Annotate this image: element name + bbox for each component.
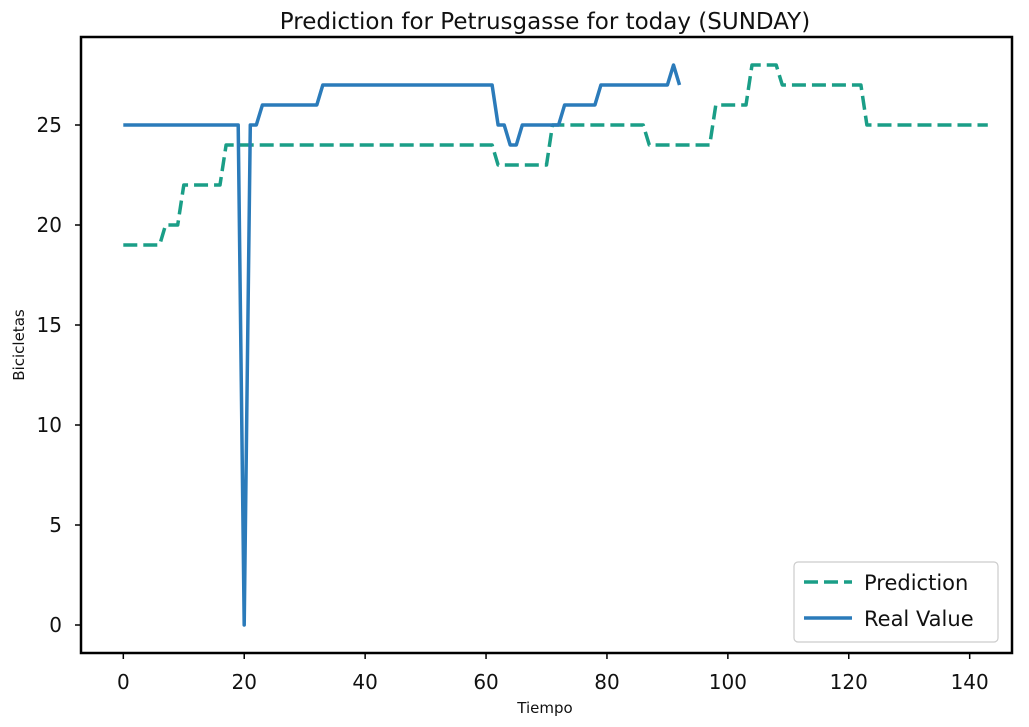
x-tick-label: 140 [951,670,989,694]
legend-label: Real Value [864,607,974,631]
axis-ticks: 0 20 40 60 80 100 120 140 0 5 10 15 20 25 [37,113,989,694]
y-tick-label: 20 [37,213,62,237]
y-tick-label: 5 [49,513,62,537]
x-tick-label: 100 [709,670,747,694]
legend-label: Prediction [864,571,968,595]
x-tick-label: 120 [830,670,868,694]
y-tick-label: 0 [49,613,62,637]
x-tick-label: 20 [232,670,257,694]
legend: Prediction Real Value [793,561,999,643]
y-tick-label: 25 [37,113,62,137]
series-line-real-value [123,63,682,627]
series-line-prediction [123,63,988,247]
y-tick-label: 15 [37,313,62,337]
chart-title: Prediction for Petrusgasse for today (SU… [280,9,810,35]
y-axis-label: Bicicletas [10,309,28,381]
plot-area [79,35,1014,655]
x-tick-label: 40 [352,670,377,694]
x-axis-label: Tiempo [516,699,572,717]
x-tick-label: 0 [117,670,130,694]
y-tick-label: 10 [37,413,62,437]
x-tick-label: 60 [473,670,498,694]
x-tick-label: 80 [594,670,619,694]
series-lines [123,63,988,627]
